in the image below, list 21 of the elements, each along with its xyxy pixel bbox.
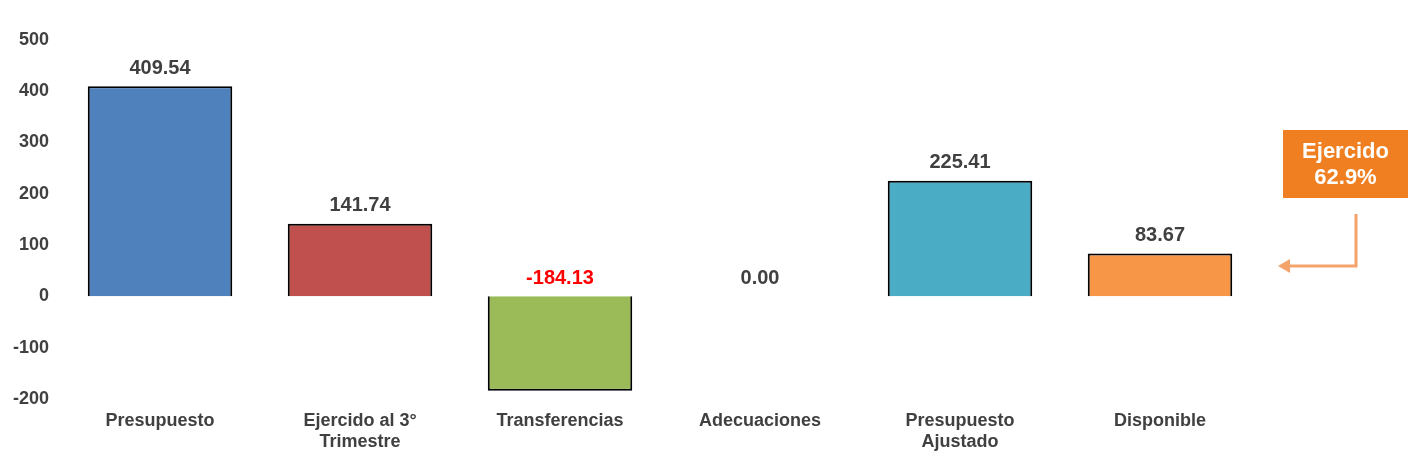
data-label: 141.74 xyxy=(329,193,392,216)
data-label: 83.67 xyxy=(1134,222,1186,245)
data-label: 0.00 xyxy=(740,265,780,288)
text: Ejercido 62.9% xyxy=(1283,130,1408,198)
data-label: 225.41 xyxy=(929,150,991,173)
x-tick-label: Presupuesto Ajustado xyxy=(905,409,1015,452)
x-tick-label: Presupuesto xyxy=(105,409,215,430)
x-tick-label: Disponible xyxy=(1113,409,1207,430)
y-tick-label: 0 xyxy=(39,285,50,306)
x-tick-label: Adecuaciones xyxy=(698,409,822,430)
data-label: 409.54 xyxy=(129,55,192,78)
y-tick-label: -200 xyxy=(13,387,50,408)
y-tick-label: 500 xyxy=(18,28,50,49)
y-tick-label: 400 xyxy=(18,80,50,101)
y-tick-label: 300 xyxy=(18,131,50,152)
y-tick-label: 100 xyxy=(18,234,50,254)
x-tick-label: Ejercido al 3° Trimestre xyxy=(303,409,417,452)
y-tick-label: 200 xyxy=(18,182,50,203)
data-label: -184.13 xyxy=(526,265,594,288)
y-tick-label: -100 xyxy=(13,336,50,357)
x-tick-label: Transferencias xyxy=(496,409,624,430)
